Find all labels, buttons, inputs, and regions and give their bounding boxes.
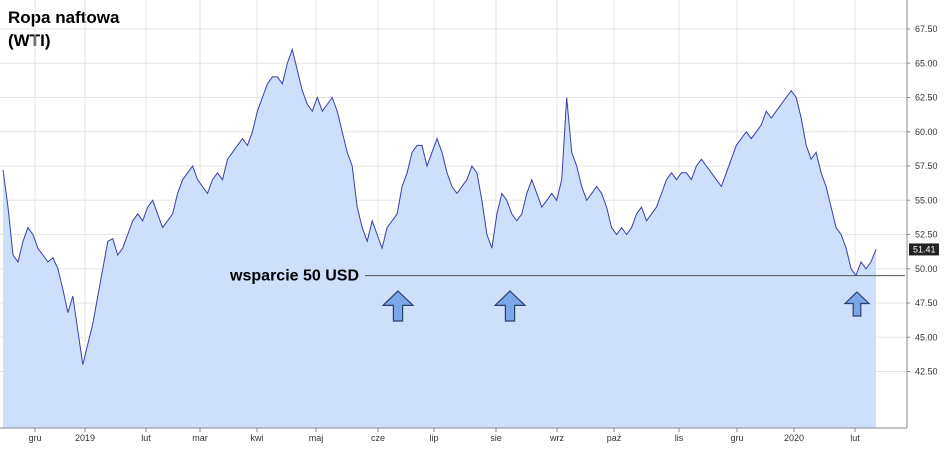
x-tick-label: 2020 — [784, 433, 804, 443]
up-arrow-icon — [493, 290, 527, 322]
y-tick-label: 45.00 — [915, 332, 938, 342]
x-tick-label: cze — [371, 433, 385, 443]
series-area — [3, 49, 876, 428]
y-axis-ticks: 67.50 65.00 62.50 60.00 57.50 55.00 52.50 50.00… — [907, 24, 938, 377]
series-line — [2, 47, 877, 365]
last-value-marker: 51.41 — [909, 243, 939, 256]
x-tick-label: lis — [675, 433, 684, 443]
x-tick-label: gru — [28, 433, 41, 443]
arrows — [381, 290, 871, 322]
chart-title-line2: (WTI) — [8, 31, 51, 50]
y-tick-label: 57.50 — [915, 161, 938, 171]
x-tick-label: lip — [429, 433, 438, 443]
x-tick-label: kwi — [251, 433, 264, 443]
x-tick-label: mar — [192, 433, 208, 443]
x-tick-label: gru — [730, 433, 743, 443]
y-tick-label: 60.00 — [915, 127, 938, 137]
y-tick-label: 62.50 — [915, 93, 938, 103]
y-tick-label: 50.00 — [915, 264, 938, 274]
y-tick-label: 47.50 — [915, 298, 938, 308]
support-label: wsparcie 50 USD — [229, 268, 359, 285]
x-tick-label: paź — [607, 433, 622, 443]
x-tick-label: sie — [490, 433, 502, 443]
last-value-label: 51.41 — [913, 244, 936, 254]
x-axis-ticks: gru 2019 lut mar kwi maj cze lip sie wrz paź lis gru… — [28, 428, 860, 443]
chart-title-line1: Ropa naftowa — [8, 8, 120, 27]
x-tick-label: lut — [141, 433, 151, 443]
x-tick-label: 2019 — [75, 433, 95, 443]
x-tick-label: wrz — [549, 433, 564, 443]
y-tick-label: 55.00 — [915, 195, 938, 205]
up-arrow-icon — [381, 290, 415, 322]
up-arrow-icon — [843, 291, 871, 317]
y-tick-label: 65.00 — [915, 58, 938, 68]
y-tick-label: 52.50 — [915, 230, 938, 240]
y-tick-label: 67.50 — [915, 24, 938, 34]
last-value-box — [909, 243, 939, 256]
x-tick-label: lut — [850, 433, 860, 443]
x-tick-label: maj — [309, 433, 324, 443]
y-tick-label: 42.50 — [915, 367, 938, 377]
